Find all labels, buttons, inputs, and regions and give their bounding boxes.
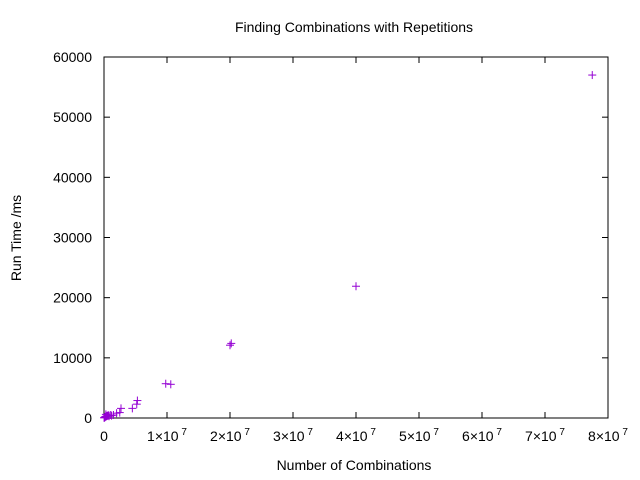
data-point bbox=[133, 396, 142, 405]
data-point bbox=[161, 379, 170, 388]
x-axis: 0 1×10 7 2×10 7 3×10 7 4×10 7 5×10 7 6×10 7 7×1… bbox=[100, 57, 628, 444]
data-point bbox=[352, 282, 360, 291]
data-point bbox=[226, 341, 234, 350]
x-tick-label: 1×10 7 bbox=[147, 427, 187, 444]
data-point bbox=[166, 380, 175, 389]
y-axis: 0 10000 20000 30000 40000 50000 60000 bbox=[53, 49, 608, 426]
x-tick-label: 5×10 7 bbox=[399, 427, 439, 444]
x-tick-label: 0 bbox=[100, 428, 108, 444]
x-tick-label: 2×10 7 bbox=[210, 427, 250, 444]
y-axis-label: Run Time /ms bbox=[8, 195, 24, 281]
y-tick-label: 0 bbox=[84, 410, 92, 426]
data-point bbox=[588, 71, 597, 80]
y-tick-label: 10000 bbox=[53, 350, 92, 366]
y-tick-label: 60000 bbox=[53, 49, 92, 65]
data-point bbox=[132, 400, 141, 409]
x-tick-label: 3×10 7 bbox=[273, 427, 313, 444]
x-axis-label: Number of Combinations bbox=[277, 457, 432, 473]
y-tick-label: 20000 bbox=[53, 290, 92, 306]
x-tick-label: 7×10 7 bbox=[525, 427, 565, 444]
x-tick-label: 6×10 7 bbox=[462, 427, 502, 444]
data-point bbox=[128, 404, 137, 413]
data-series bbox=[100, 71, 597, 422]
y-tick-label: 50000 bbox=[53, 109, 92, 125]
data-point bbox=[117, 404, 126, 413]
data-point bbox=[107, 411, 116, 420]
x-tick-label: 4×10 7 bbox=[336, 427, 376, 444]
data-point bbox=[115, 408, 124, 417]
y-tick-label: 30000 bbox=[53, 230, 92, 246]
plot-frame bbox=[103, 56, 609, 419]
x-tick-label: 8×10 7 bbox=[588, 427, 628, 444]
chart-title: Finding Combinations with Repetitions bbox=[235, 19, 473, 35]
y-tick-label: 40000 bbox=[53, 169, 92, 185]
data-point bbox=[227, 339, 236, 348]
